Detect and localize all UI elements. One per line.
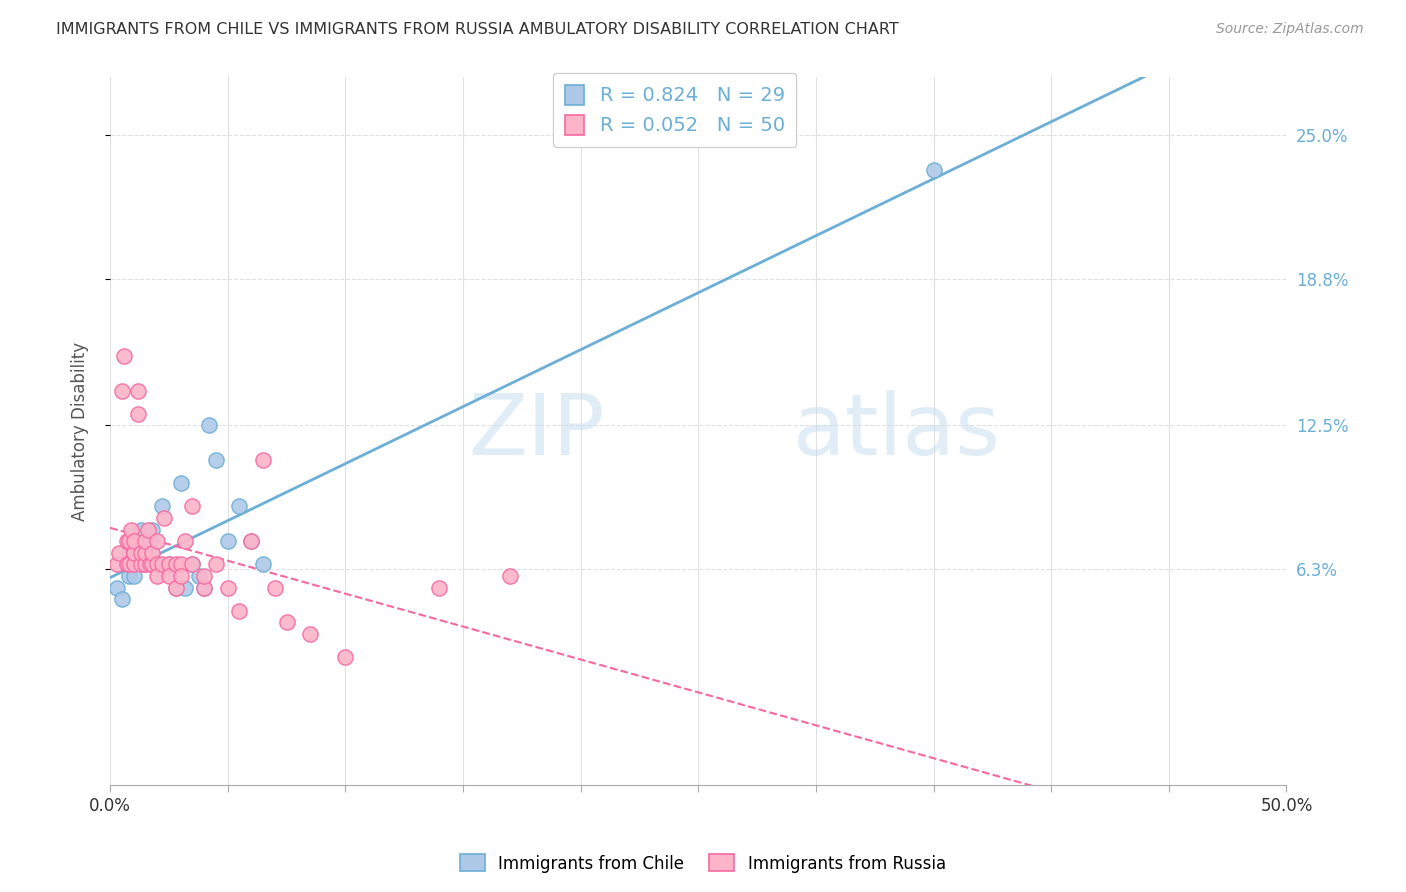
Point xyxy=(118,534,141,549)
Point xyxy=(134,558,156,572)
Point xyxy=(129,558,152,572)
Point xyxy=(181,500,204,514)
Point xyxy=(141,523,163,537)
Point xyxy=(122,558,145,572)
Text: ZIP: ZIP xyxy=(468,390,605,473)
Point xyxy=(193,581,215,595)
Point xyxy=(240,534,263,549)
Point xyxy=(252,558,274,572)
Y-axis label: Ambulatory Disability: Ambulatory Disability xyxy=(72,342,89,521)
Point xyxy=(429,581,451,595)
Point xyxy=(169,476,191,491)
Point xyxy=(105,581,128,595)
Point xyxy=(108,546,131,560)
Point xyxy=(127,546,149,560)
Point xyxy=(146,558,169,572)
Point xyxy=(165,581,187,595)
Point xyxy=(157,558,180,572)
Point xyxy=(105,558,128,572)
Point xyxy=(188,569,211,583)
Point xyxy=(181,558,204,572)
Point xyxy=(150,500,173,514)
Point xyxy=(922,163,945,178)
Point xyxy=(153,511,176,525)
Point xyxy=(165,581,187,595)
Point xyxy=(134,546,156,560)
Point xyxy=(122,546,145,560)
Point xyxy=(193,569,215,583)
Point xyxy=(169,569,191,583)
Point xyxy=(263,581,285,595)
Point xyxy=(118,558,141,572)
Point xyxy=(228,604,250,618)
Point xyxy=(276,615,298,630)
Point xyxy=(299,627,322,641)
Point xyxy=(134,558,156,572)
Point xyxy=(111,384,134,398)
Point xyxy=(169,558,191,572)
Point xyxy=(146,569,169,583)
Point xyxy=(228,500,250,514)
Point xyxy=(134,534,156,549)
Point xyxy=(146,534,169,549)
Point xyxy=(335,650,357,665)
Point xyxy=(122,569,145,583)
Point xyxy=(157,558,180,572)
Point xyxy=(139,534,162,549)
Point xyxy=(499,569,522,583)
Point xyxy=(198,418,221,433)
Point xyxy=(122,558,145,572)
Point xyxy=(115,534,138,549)
Point xyxy=(217,534,239,549)
Point xyxy=(118,546,141,560)
Point xyxy=(141,558,163,572)
Point xyxy=(127,407,149,421)
Point xyxy=(129,523,152,537)
Text: atlas: atlas xyxy=(793,390,1001,473)
Point xyxy=(112,349,135,363)
Point xyxy=(146,558,169,572)
Point xyxy=(122,534,145,549)
Point xyxy=(252,453,274,467)
Point xyxy=(134,546,156,560)
Point xyxy=(193,581,215,595)
Point xyxy=(217,581,239,595)
Legend: Immigrants from Chile, Immigrants from Russia: Immigrants from Chile, Immigrants from R… xyxy=(454,847,952,880)
Point xyxy=(129,546,152,560)
Legend: R = 0.824   N = 29, R = 0.052   N = 50: R = 0.824 N = 29, R = 0.052 N = 50 xyxy=(553,73,796,147)
Point xyxy=(205,558,228,572)
Point xyxy=(174,534,197,549)
Point xyxy=(205,453,228,467)
Point xyxy=(111,592,134,607)
Point xyxy=(165,558,187,572)
Text: Source: ZipAtlas.com: Source: ZipAtlas.com xyxy=(1216,22,1364,37)
Point xyxy=(174,581,197,595)
Point xyxy=(150,558,173,572)
Point xyxy=(115,558,138,572)
Point xyxy=(181,558,204,572)
Point xyxy=(136,523,159,537)
Point xyxy=(120,523,142,537)
Point xyxy=(139,558,162,572)
Point xyxy=(127,384,149,398)
Point xyxy=(141,546,163,560)
Point xyxy=(240,534,263,549)
Point xyxy=(118,569,141,583)
Point xyxy=(157,569,180,583)
Text: IMMIGRANTS FROM CHILE VS IMMIGRANTS FROM RUSSIA AMBULATORY DISABILITY CORRELATIO: IMMIGRANTS FROM CHILE VS IMMIGRANTS FROM… xyxy=(56,22,898,37)
Point xyxy=(115,558,138,572)
